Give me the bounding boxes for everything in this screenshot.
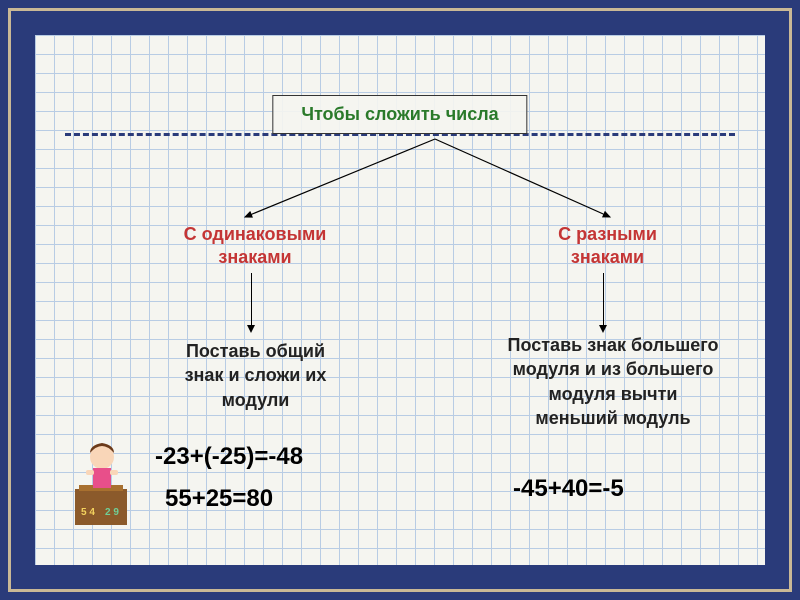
subtitle-right: С разными знаками [535, 223, 680, 270]
equation-right-1: -45+40=-5 [513, 475, 624, 503]
rule-right-l1: Поставь знак большего [508, 335, 719, 355]
student-icon: 5 4 2 9 [67, 435, 137, 535]
rule-right-l2: модуля и из большего [513, 359, 714, 379]
title-text: Чтобы сложить числа [301, 104, 498, 124]
svg-text:5 4: 5 4 [81, 507, 95, 518]
rule-right: Поставь знак большего модуля и из больше… [493, 333, 733, 430]
arrowhead-right [599, 325, 607, 333]
connector-right [603, 273, 604, 325]
branch-arrows [215, 135, 655, 225]
rule-left-l1: Поставь общий [186, 341, 325, 361]
rule-right-l4: меньший модуль [535, 408, 690, 428]
equation-left-1: -23+(-25)=-48 [155, 443, 303, 471]
subtitle-left-line1: С одинаковыми [184, 224, 327, 244]
rule-right-l3: модуля вычти [549, 384, 678, 404]
rule-left: Поставь общий знак и сложи их модули [153, 339, 358, 412]
subtitle-left-line2: знаками [218, 247, 291, 267]
svg-text:2 9: 2 9 [105, 507, 119, 518]
rule-left-l2: знак и сложи их [185, 365, 327, 385]
equation-left-2: 55+25=80 [165, 485, 273, 513]
subtitle-right-line2: знаками [571, 247, 644, 267]
subtitle-right-line1: С разными [558, 224, 657, 244]
connector-left [251, 273, 252, 325]
outer-frame: Чтобы сложить числа С одинаковыми знакам… [8, 8, 792, 592]
arrowhead-left [247, 325, 255, 333]
grid-paper: Чтобы сложить числа С одинаковыми знакам… [35, 35, 765, 565]
title-box: Чтобы сложить числа [272, 95, 527, 134]
subtitle-left: С одинаковыми знаками [170, 223, 340, 270]
rule-left-l3: модули [222, 390, 290, 410]
